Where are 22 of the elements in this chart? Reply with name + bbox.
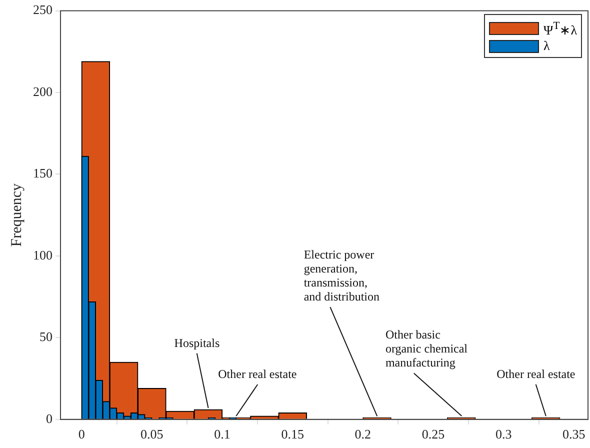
x-tick-label: 0.05 — [140, 426, 164, 442]
y-tick-label: 200 — [33, 84, 52, 99]
x-tick-label: 0.3 — [495, 426, 512, 442]
x-tick-label: 0.2 — [354, 426, 372, 442]
x-tick-label: 0 — [78, 426, 85, 442]
annotation: Other real estate — [496, 366, 576, 381]
legend-label: λ — [543, 38, 550, 54]
y-tick-label: 50 — [40, 329, 52, 344]
y-tick-label: 250 — [33, 2, 52, 18]
y-tick-label: 0 — [46, 410, 52, 426]
annotation: Hospitals — [174, 336, 220, 350]
x-tick-label: 0.1 — [214, 426, 230, 442]
x-tick-label: 0.25 — [422, 426, 445, 442]
y-tick-label: 100 — [33, 247, 52, 262]
x-tick-label: 0.35 — [562, 426, 586, 442]
x-tick-label: 0.15 — [281, 426, 304, 442]
annotation: Electric power generation, transmission, and distribution — [304, 248, 380, 304]
y-axis-title: Frequency — [8, 182, 25, 247]
y-tick-label: 150 — [33, 166, 52, 181]
annotation: Other real estate — [218, 366, 297, 381]
legend-label: Ψ$^{T}$∗λ — [543, 19, 577, 38]
annotation: Other basic organic chemical manufacturing — [385, 328, 468, 370]
